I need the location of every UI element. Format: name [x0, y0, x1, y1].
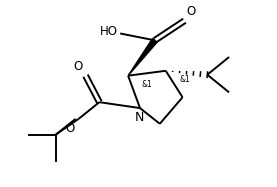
- Text: N: N: [134, 111, 144, 124]
- Text: O: O: [65, 122, 75, 135]
- Text: O: O: [73, 60, 83, 73]
- Polygon shape: [128, 39, 157, 76]
- Text: &1: &1: [179, 75, 190, 84]
- Text: &1: &1: [142, 80, 153, 89]
- Text: O: O: [186, 5, 196, 18]
- Text: HO: HO: [100, 25, 118, 38]
